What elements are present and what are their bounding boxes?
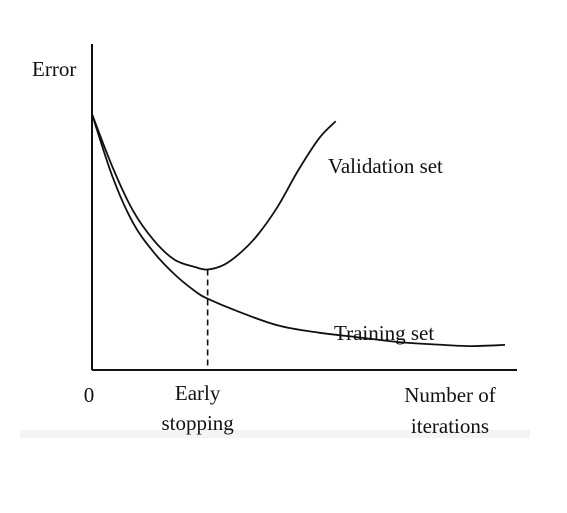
- series-layer: [91, 113, 506, 348]
- validation-set-curve: [91, 113, 337, 271]
- x-axis-label-line-2: iterations: [411, 414, 489, 438]
- bottom-fade-band: [20, 430, 530, 438]
- training-set-label: Training set: [334, 321, 434, 345]
- validation-set-label: Validation set: [328, 154, 443, 178]
- training-set-curve: [91, 113, 506, 348]
- x-origin-tick-label: 0: [84, 383, 95, 407]
- early-stopping-label-line-2: stopping: [161, 411, 234, 435]
- x-axis-label-line-1: Number of: [404, 383, 496, 407]
- early-stopping-label-line-1: Early: [175, 381, 221, 405]
- y-axis-label: Error: [32, 57, 76, 81]
